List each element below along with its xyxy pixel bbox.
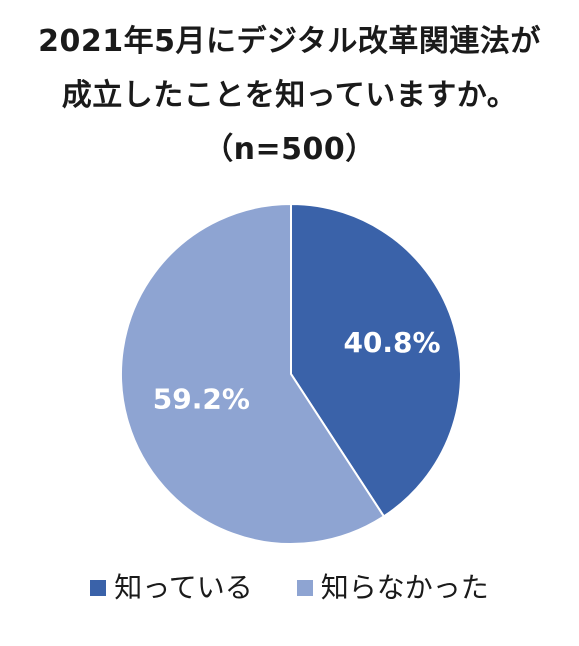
legend-label-known: 知っている [114, 571, 253, 604]
legend-item-unknown: 知らなかった [296, 568, 489, 608]
legend-swatch-unknown [296, 580, 313, 596]
chart-title-line-1: 2021年5月にデジタル改革関連法が [38, 24, 541, 59]
legend-label-unknown: 知らなかった [320, 571, 489, 604]
legend-item-known: 知っている [90, 568, 253, 608]
pie-slice-unknown [120, 202, 386, 545]
pie-label-known: 40.8% [343, 326, 440, 359]
chart-subtitle: （n=500） [203, 132, 376, 167]
chart-title-line-2: 成立したことを知っていますか。 [61, 78, 518, 113]
legend: 知っている 知らなかった [0, 568, 579, 608]
legend-swatch-known [90, 580, 107, 596]
pie-label-unknown: 59.2% [153, 383, 250, 416]
